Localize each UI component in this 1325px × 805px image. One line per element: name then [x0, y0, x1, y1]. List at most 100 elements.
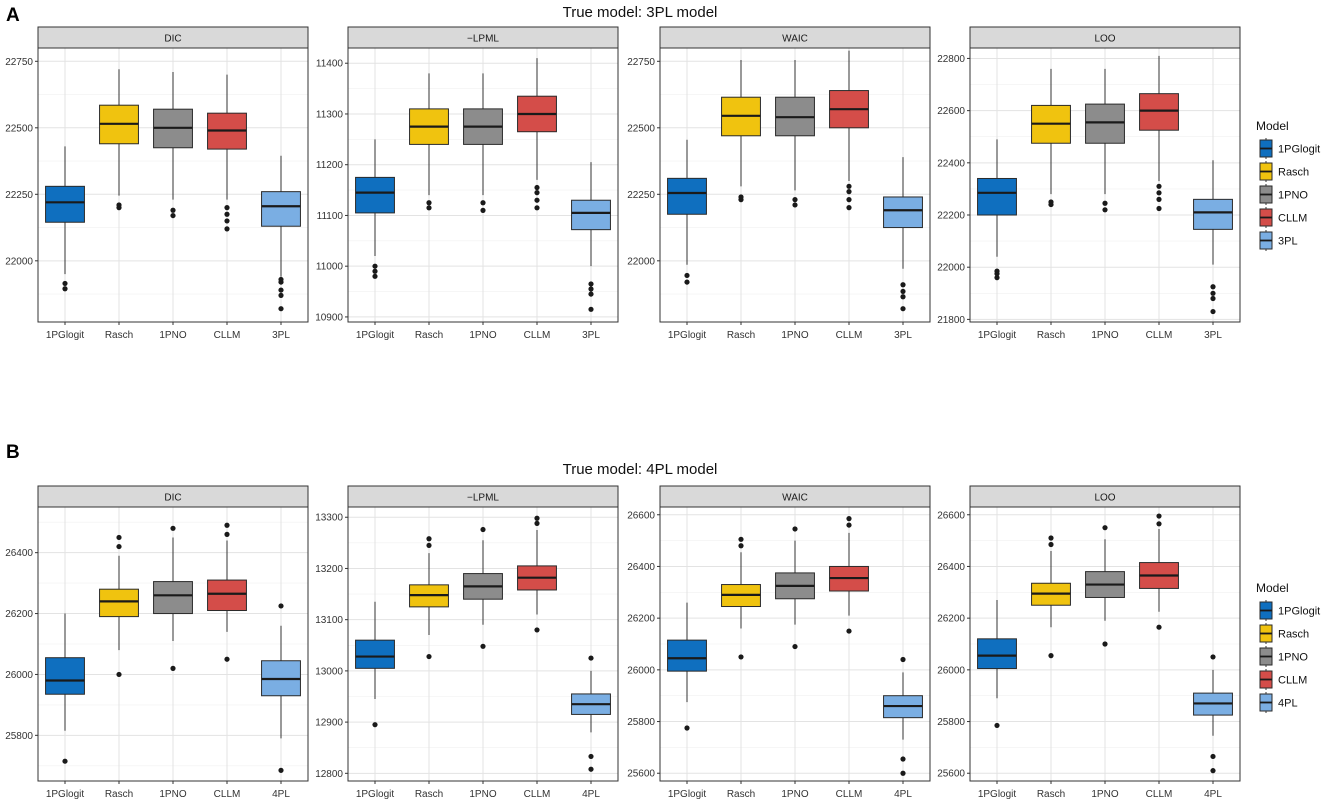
- outlier-point: [588, 281, 594, 287]
- y-tick-label: 22750: [627, 57, 655, 68]
- outlier-point: [900, 294, 906, 300]
- outlier-point: [900, 288, 906, 295]
- legend-item-1pno: 1PNO: [1259, 184, 1308, 205]
- outlier-point: [426, 536, 432, 542]
- y-tick-label: 11400: [316, 59, 344, 70]
- strip-title: −LPML: [467, 34, 499, 45]
- x-tick-label: 1PGlogit: [46, 330, 85, 341]
- outlier-point: [372, 268, 378, 274]
- outlier-point: [116, 543, 122, 550]
- outlier-point: [588, 655, 594, 661]
- box-1pno: [1085, 525, 1125, 647]
- x-tick-label: 1PNO: [159, 330, 186, 341]
- outlier-point: [1210, 284, 1216, 290]
- outlier-point: [426, 653, 432, 660]
- x-tick-label: Rasch: [415, 330, 443, 341]
- x-tick-label: CLLM: [1146, 789, 1173, 800]
- outlier-point: [534, 205, 540, 211]
- x-tick-label: CLLM: [524, 330, 551, 341]
- box-1pglogit: [45, 146, 85, 292]
- legend-item-rasch: Rasch: [1259, 161, 1309, 182]
- box-body: [261, 191, 301, 227]
- box-rasch: [721, 536, 761, 660]
- panel-b-waic: WAIC 25600 25800 26000 26200 26400 26600 1PGlog…: [627, 485, 931, 800]
- y-tick-label: 26400: [5, 548, 33, 559]
- x-tick-label: 1PNO: [1091, 789, 1118, 800]
- box-cllm: [207, 522, 247, 662]
- x-tick-label: 3PL: [272, 330, 290, 341]
- outlier-point: [534, 627, 540, 633]
- y-tick-label: 22200: [937, 211, 965, 222]
- legends: Model 1PGlogit Rasch 1PNO CLLM 3PL Model 1PGlog…: [1256, 119, 1320, 713]
- outlier-point: [588, 306, 594, 312]
- outlier-point: [588, 291, 594, 297]
- outlier-point: [994, 268, 1000, 274]
- box-1pglogit: [977, 600, 1017, 729]
- legend-item-1pglogit: 1PGlogit: [1259, 138, 1320, 159]
- box-body: [1193, 198, 1233, 230]
- outlier-point: [278, 306, 284, 312]
- x-tick-label: 1PGlogit: [356, 789, 395, 800]
- outlier-point: [534, 197, 540, 203]
- strip-title: −LPML: [467, 493, 499, 504]
- legend-label: 1PNO: [1278, 652, 1308, 664]
- y-tick-label: 26200: [5, 609, 33, 620]
- y-tick-label: 22250: [5, 190, 33, 201]
- box-body: [571, 199, 611, 231]
- box-body: [45, 185, 85, 223]
- box-body: [1085, 103, 1125, 144]
- x-tick-label: 3PL: [1204, 330, 1222, 341]
- box-rasch: [99, 534, 139, 678]
- outlier-point: [1102, 641, 1108, 647]
- box-body: [99, 588, 139, 618]
- plot-area: DIC 22000 22250 22500 22750 1PGlogit Rasch 1PNO…: [5, 26, 1241, 800]
- outlier-point: [1048, 535, 1054, 541]
- y-tick-label: 26600: [937, 510, 965, 521]
- y-tick-label: 22000: [627, 256, 655, 267]
- y-tick-label: 21800: [937, 315, 965, 326]
- legend-label: CLLM: [1278, 213, 1307, 225]
- outlier-point: [588, 286, 594, 292]
- outlier-point: [1156, 205, 1162, 212]
- outlier-point: [116, 202, 122, 208]
- outlier-point: [62, 286, 68, 292]
- outlier-point: [900, 282, 906, 288]
- outlier-point: [224, 226, 230, 232]
- x-tick-label: 1PNO: [781, 789, 808, 800]
- box-4pl: [883, 656, 923, 776]
- x-tick-label: 1PGlogit: [668, 789, 707, 800]
- outlier-point: [1210, 308, 1216, 315]
- box-cllm: [829, 516, 869, 634]
- outlier-point: [534, 515, 540, 521]
- box-cllm: [517, 58, 557, 211]
- outlier-point: [846, 183, 852, 189]
- box-rasch: [1031, 68, 1071, 208]
- outlier-point: [738, 543, 744, 549]
- box-cllm: [1139, 55, 1179, 212]
- panel-b-loo: LOO 25600 25800 26000 26200 26400 26600 1PGlogi…: [937, 485, 1241, 800]
- box-body: [355, 639, 395, 669]
- outlier-point: [170, 665, 176, 671]
- box-body: [207, 579, 247, 612]
- legend-item-rasch: Rasch: [1259, 623, 1309, 644]
- x-tick-label: Rasch: [105, 789, 133, 800]
- y-tick-label: 26200: [627, 614, 655, 625]
- legend-label: CLLM: [1278, 675, 1307, 687]
- outlier-point: [534, 520, 540, 526]
- outlier-point: [846, 205, 852, 211]
- y-tick-label: 25800: [937, 717, 965, 728]
- y-tick-label: 12800: [315, 769, 343, 780]
- box-1pno: [1085, 68, 1125, 213]
- strip-title: WAIC: [782, 493, 808, 504]
- legend-label: 1PGlogit: [1278, 606, 1320, 618]
- x-tick-label: 4PL: [272, 789, 290, 800]
- legend-label: Rasch: [1278, 629, 1309, 641]
- box-1pno: [153, 525, 193, 671]
- box-body: [977, 177, 1017, 216]
- box-cllm: [1139, 513, 1179, 630]
- outlier-point: [480, 643, 486, 649]
- legend-label: 1PGlogit: [1278, 144, 1320, 156]
- box-3pl: [1193, 160, 1233, 315]
- outlier-point: [372, 273, 378, 279]
- box-body: [977, 638, 1017, 670]
